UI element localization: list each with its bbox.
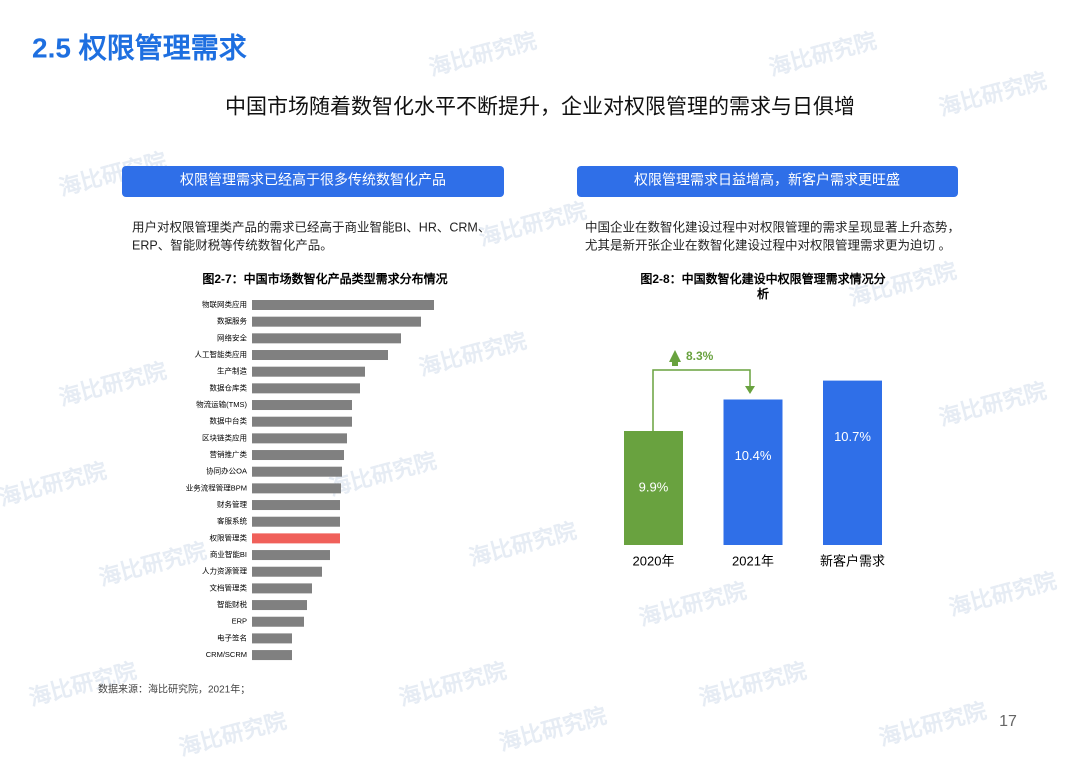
y-tick-label: 协同办公OA xyxy=(206,466,247,476)
x-tick-label: 2020年 xyxy=(633,553,675,568)
y-tick-label: 物流运输(TMS) xyxy=(196,399,247,409)
watermark: 海比研究院 xyxy=(936,68,1049,121)
chart-title: 图2-8：中国数智化建设中权限管理需求情况分 xyxy=(640,271,885,286)
y-tick-label: 客服系统 xyxy=(217,516,247,526)
chart-title: 图2-7：中国市场数智化产品类型需求分布情况 xyxy=(202,271,447,286)
source: 数据来源：海比研究院，2021年； xyxy=(98,683,250,696)
y-tick-label: 数据服务 xyxy=(217,316,247,326)
watermark: 海比研究院 xyxy=(396,658,509,711)
y-tick-label: 智能财税 xyxy=(217,599,247,609)
watermark: 海比研究院 xyxy=(766,28,879,81)
bar xyxy=(723,399,783,545)
y-tick-label: 电子签名 xyxy=(217,632,247,642)
watermark: 海比研究院 xyxy=(696,658,809,711)
watermark: 海比研究院 xyxy=(636,578,749,631)
watermark: 海比研究院 xyxy=(876,698,989,751)
y-tick-label: 区块链类应用 xyxy=(202,432,247,442)
watermark: 海比研究院 xyxy=(96,538,209,591)
paragraph: 用户对权限管理类产品的需求已经高于商业智能BI、HR、CRM、 xyxy=(132,219,490,234)
watermark: 海比研究院 xyxy=(496,703,609,756)
value-label: 10.4% xyxy=(735,448,772,463)
y-tick-label: 生产制造 xyxy=(217,366,247,376)
y-tick-label: 数据中台类 xyxy=(210,416,248,426)
banner xyxy=(122,166,504,197)
bar xyxy=(252,633,292,644)
y-tick-label: 数据仓库类 xyxy=(210,382,248,392)
watermark: 海比研究院 xyxy=(466,518,579,571)
paragraph: 中国企业在数智化建设过程中对权限管理的需求呈现显著上升态势， xyxy=(585,219,960,234)
bar xyxy=(252,466,342,477)
watermark: 海比研究院 xyxy=(476,198,589,251)
bar xyxy=(252,533,340,544)
bar xyxy=(252,350,388,361)
bar xyxy=(252,366,365,377)
banner-text: 权限管理需求日益增高，新客户需求更旺盛 xyxy=(634,172,900,188)
bar xyxy=(252,516,340,527)
banner-text: 权限管理需求已经高于很多传统数智化产品 xyxy=(180,172,446,188)
bar xyxy=(252,583,312,594)
bar xyxy=(252,483,341,494)
bar xyxy=(252,500,340,511)
watermark: 海比研究院 xyxy=(426,28,539,81)
y-tick-label: 人工智能类应用 xyxy=(195,349,248,359)
bar xyxy=(252,333,401,344)
y-tick-label: 文档管理类 xyxy=(210,582,248,592)
paragraph: 尤其是新开张企业在数智化建设过程中对权限管理需求更为迫切 。 xyxy=(585,237,951,252)
bar xyxy=(823,380,882,545)
x-tick-label: 2021年 xyxy=(732,553,774,568)
y-tick-label: 网络安全 xyxy=(217,332,247,342)
bar xyxy=(252,416,352,427)
bar xyxy=(252,650,292,661)
page-number: 17 xyxy=(999,713,1017,730)
y-tick-label: 业务流程管理BPM xyxy=(186,482,247,492)
bar xyxy=(252,566,322,577)
banner xyxy=(577,166,958,197)
bar xyxy=(252,433,347,444)
x-tick-label: 新客户需求 xyxy=(820,553,885,568)
bar xyxy=(624,431,683,545)
y-tick-label: 人力资源管理 xyxy=(202,566,247,576)
bar xyxy=(252,550,330,561)
y-tick-label: 财务管理 xyxy=(217,499,247,509)
value-label: 10.7% xyxy=(834,429,871,444)
bar xyxy=(252,383,360,394)
y-tick-label: ERP xyxy=(232,617,247,626)
paragraph: ERP、智能财税等传统数智化产品。 xyxy=(132,237,333,252)
y-tick-label: CRM/SCRM xyxy=(206,650,247,659)
value-label: 9.9% xyxy=(639,479,669,494)
arrow-head xyxy=(745,386,755,394)
bar xyxy=(252,450,344,461)
y-tick-label: 商业智能BI xyxy=(210,549,247,559)
bar xyxy=(252,300,434,310)
watermark: 海比研究院 xyxy=(0,458,109,511)
page-title: 2.5 权限管理需求 xyxy=(32,31,247,63)
y-tick-label: 物联网类应用 xyxy=(202,299,247,309)
bar xyxy=(252,600,307,611)
watermark: 海比研究院 xyxy=(56,358,169,411)
bar xyxy=(252,616,304,627)
watermark: 海比研究院 xyxy=(946,568,1059,621)
up-icon xyxy=(669,350,681,366)
bar xyxy=(252,316,421,327)
annotation: 8.3% xyxy=(686,349,714,363)
y-tick-label: 营销推广类 xyxy=(210,449,248,459)
growth-arrow xyxy=(652,369,751,431)
subtitle: 中国市场随着数智化水平不断提升，企业对权限管理的需求与日俱增 xyxy=(225,96,855,119)
bar xyxy=(252,400,352,411)
chart-title: 析 xyxy=(757,286,769,301)
watermark: 海比研究院 xyxy=(936,378,1049,431)
watermark: 海比研究院 xyxy=(416,328,529,381)
y-tick-label: 权限管理类 xyxy=(210,532,248,542)
watermark: 海比研究院 xyxy=(176,708,289,761)
